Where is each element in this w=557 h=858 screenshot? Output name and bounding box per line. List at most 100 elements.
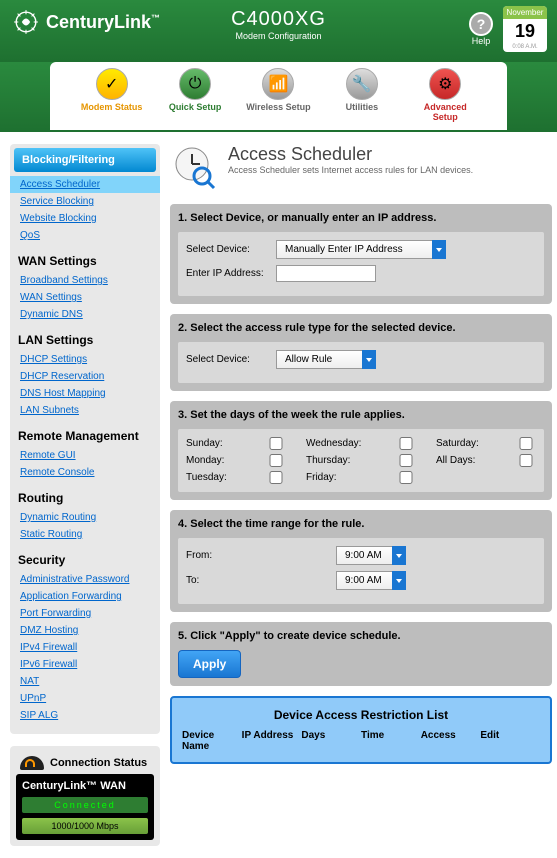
day-sun-label: Sunday: <box>186 438 246 449</box>
nav-utilities[interactable]: 🔧 Utilities <box>327 68 397 130</box>
nav-label: Modem Status <box>77 102 147 112</box>
step5-panel: 5. Click "Apply" to create device schedu… <box>170 622 552 686</box>
day-all-check[interactable] <box>516 454 536 467</box>
sidebar-upnp[interactable]: UPnP <box>10 690 160 707</box>
model-name: C4000XG <box>231 8 326 31</box>
sidebar-dhcp-res[interactable]: DHCP Reservation <box>10 368 160 385</box>
day-mon-label: Monday: <box>186 455 246 466</box>
status-wan-label: CenturyLink™ WAN <box>22 780 148 792</box>
sidebar-dns-host[interactable]: DNS Host Mapping <box>10 385 160 402</box>
nav-label: Utilities <box>327 102 397 112</box>
sidebar-lan-subnets[interactable]: LAN Subnets <box>10 402 160 419</box>
from-label: From: <box>186 550 276 561</box>
day-tue-check[interactable] <box>266 471 286 484</box>
sidebar-app-fwd[interactable]: Application Forwarding <box>10 588 160 605</box>
sidebar-lan-title: LAN Settings <box>10 323 160 351</box>
step3-heading: 3. Set the days of the week the rule app… <box>178 409 544 421</box>
sidebar-dhcp[interactable]: DHCP Settings <box>10 351 160 368</box>
sidebar-remote-title: Remote Management <box>10 419 160 447</box>
sidebar-service-blocking[interactable]: Service Blocking <box>10 193 160 210</box>
nav-modem-status[interactable]: ✓ Modem Status <box>77 68 147 130</box>
status-title: Connection Status <box>50 757 147 769</box>
to-label: To: <box>186 575 276 586</box>
day-sun-check[interactable] <box>266 437 286 450</box>
connection-status-box: Connection Status CenturyLink™ WAN Conne… <box>10 746 160 846</box>
centurylink-logo-icon <box>12 8 40 36</box>
col-ip: IP Address <box>242 730 302 752</box>
step2-panel: 2. Select the access rule type for the s… <box>170 314 552 391</box>
date-time: 0:08 A.M. <box>503 44 547 52</box>
to-time-dropdown[interactable]: 9:00 AM <box>336 571 406 590</box>
sidebar-dyn-routing[interactable]: Dynamic Routing <box>10 509 160 526</box>
select-device-dropdown[interactable]: Manually Enter IP Address <box>276 240 446 259</box>
from-time-dropdown[interactable]: 9:00 AM <box>336 546 406 565</box>
tools-icon: 🔧 <box>346 68 378 100</box>
power-icon: ⏻ <box>179 68 211 100</box>
content: Access Scheduler Access Scheduler sets I… <box>170 144 552 846</box>
step1-panel: 1. Select Device, or manually enter an I… <box>170 204 552 304</box>
step4-heading: 4. Select the time range for the rule. <box>178 518 544 530</box>
model-subtitle: Modem Configuration <box>231 31 326 41</box>
sidebar-remote-console[interactable]: Remote Console <box>10 464 160 481</box>
gauge-icon: ✓ <box>96 68 128 100</box>
day-tue-label: Tuesday: <box>186 472 246 483</box>
day-sat-check[interactable] <box>516 437 536 450</box>
sidebar-security-title: Security <box>10 543 160 571</box>
sidebar-broadband[interactable]: Broadband Settings <box>10 272 160 289</box>
brand-text: CenturyLink <box>46 12 151 32</box>
sidebar-remote-gui[interactable]: Remote GUI <box>10 447 160 464</box>
help-icon: ? <box>469 12 493 36</box>
day-thu-check[interactable] <box>396 454 416 467</box>
gears-icon: ⚙ <box>429 68 461 100</box>
status-speed: 1000/1000 Mbps <box>22 818 148 834</box>
day-mon-check[interactable] <box>266 454 286 467</box>
sidebar-nat[interactable]: NAT <box>10 673 160 690</box>
day-thu-label: Thursday: <box>306 455 376 466</box>
ip-label: Enter IP Address: <box>186 268 276 279</box>
step5-heading: 5. Click "Apply" to create device schedu… <box>178 630 544 642</box>
help-button[interactable]: ? Help <box>469 12 493 46</box>
step4-panel: 4. Select the time range for the rule. F… <box>170 510 552 612</box>
header: CenturyLink™ C4000XG Modem Configuration… <box>0 0 557 62</box>
date-month: November <box>503 6 547 19</box>
clock-search-icon <box>170 144 218 192</box>
sidebar-qos[interactable]: QoS <box>10 227 160 244</box>
sidebar-ipv4-fw[interactable]: IPv4 Firewall <box>10 639 160 656</box>
select-device-label: Select Device: <box>186 244 276 255</box>
model-title: C4000XG Modem Configuration <box>231 8 326 41</box>
sidebar: Blocking/Filtering Access Scheduler Serv… <box>10 144 160 846</box>
day-wed-label: Wednesday: <box>306 438 376 449</box>
rule-type-dropdown[interactable]: Allow Rule <box>276 350 376 369</box>
step1-heading: 1. Select Device, or manually enter an I… <box>178 212 544 224</box>
apply-button[interactable]: Apply <box>178 650 241 678</box>
day-fri-label: Friday: <box>306 472 376 483</box>
list-header: Device Name IP Address Days Time Access … <box>182 730 540 752</box>
page-subtitle: Access Scheduler sets Internet access ru… <box>228 165 473 175</box>
sidebar-ddns[interactable]: Dynamic DNS <box>10 306 160 323</box>
sidebar-access-scheduler[interactable]: Access Scheduler <box>10 176 160 193</box>
day-sat-label: Saturday: <box>436 438 496 449</box>
restriction-list-panel: Device Access Restriction List Device Na… <box>170 696 552 764</box>
status-connected: Connected <box>22 797 148 813</box>
rule-type-label: Select Device: <box>186 354 276 365</box>
sidebar-header: Blocking/Filtering <box>14 148 156 172</box>
sidebar-ipv6-fw[interactable]: IPv6 Firewall <box>10 656 160 673</box>
sidebar-static-routing[interactable]: Static Routing <box>10 526 160 543</box>
page-title: Access Scheduler <box>228 144 473 165</box>
nav-advanced-setup[interactable]: ⚙Advanced Setup <box>410 68 480 130</box>
sidebar-sip-alg[interactable]: SIP ALG <box>10 707 160 724</box>
day-wed-check[interactable] <box>396 437 416 450</box>
nav-wireless-setup[interactable]: 📶Wireless Setup <box>243 68 313 130</box>
ip-input[interactable] <box>276 265 376 282</box>
sidebar-admin-pw[interactable]: Administrative Password <box>10 571 160 588</box>
sidebar-port-fwd[interactable]: Port Forwarding <box>10 605 160 622</box>
sidebar-wan-settings[interactable]: WAN Settings <box>10 289 160 306</box>
col-device: Device Name <box>182 730 242 752</box>
sidebar-website-blocking[interactable]: Website Blocking <box>10 210 160 227</box>
sidebar-dmz[interactable]: DMZ Hosting <box>10 622 160 639</box>
nav-label: Advanced Setup <box>410 102 480 122</box>
gauge-icon <box>20 756 44 770</box>
day-fri-check[interactable] <box>396 471 416 484</box>
nav-quick-setup[interactable]: ⏻Quick Setup <box>160 68 230 130</box>
step2-heading: 2. Select the access rule type for the s… <box>178 322 544 334</box>
